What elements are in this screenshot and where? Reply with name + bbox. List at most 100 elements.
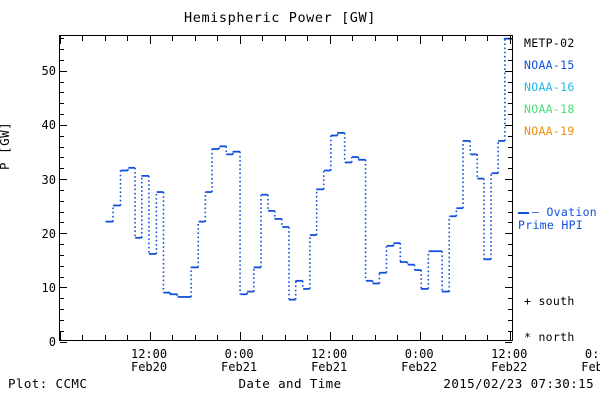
x-tick [59,332,61,340]
y-tick [60,168,64,170]
y-tick [508,200,512,202]
y-tick [60,287,67,289]
y-tick [60,189,64,191]
x-tick [59,36,61,44]
y-tick [60,200,64,202]
x-tick-label: 0:00 Feb22 [401,347,438,374]
y-tick [508,92,512,94]
x-tick-label: 0:00 Feb21 [221,347,258,374]
y-tick [60,135,64,137]
y-tick [508,59,512,61]
legend-item-noaa16: NOAA-16 [524,80,575,94]
dash-marker-icon [518,211,529,214]
x-tick [239,36,241,44]
y-tick [508,222,512,224]
x-tick [442,36,444,41]
legend-item-noaa18: NOAA-18 [524,102,575,116]
y-tick [60,254,64,256]
y-tick [60,319,64,321]
x-tick [464,335,466,340]
y-tick [60,92,64,94]
y-tick [508,114,512,116]
x-tick-label: 12:00 Feb22 [491,347,528,374]
y-tick [60,298,64,300]
y-tick-label: 30 [41,172,56,187]
y-tick [508,298,512,300]
y-tick [60,179,67,181]
y-tick [505,124,512,126]
y-tick [505,179,512,181]
plot-credit: Plot: CCMC [8,376,88,391]
x-tick [82,335,83,340]
x-tick [149,332,151,340]
y-tick [60,244,64,245]
y-tick [60,265,64,267]
y-tick [508,276,512,278]
legend-item-south: + south [524,294,575,308]
y-tick [60,233,67,235]
x-tick [419,332,421,340]
x-tick-label: 12:00 Feb21 [311,347,348,374]
x-tick [442,335,444,340]
y-tick [508,157,512,159]
x-tick [104,36,106,41]
y-tick [60,157,64,159]
y-tick [60,103,64,105]
y-tick [60,211,64,213]
x-tick [127,36,129,41]
y-tick [60,276,64,278]
ovation-legend-label1: — Ovation [532,205,598,219]
y-tick [508,309,512,310]
y-tick [60,81,64,83]
y-tick [60,330,64,332]
x-tick [509,36,511,44]
x-tick [509,332,511,340]
x-tick [374,36,376,41]
plot-area: 0 10 20 30 40 50 [42,35,513,348]
plot-timestamp: 2015/02/23 07:30:15 [443,376,594,391]
y-tick [508,81,512,83]
x-tick [329,36,331,44]
y-tick [60,124,67,126]
y-tick [505,287,512,289]
y-tick [60,341,67,343]
y-tick [508,135,512,137]
y-tick-label: 20 [41,226,56,241]
legend-item-noaa19: NOAA-19 [524,124,575,138]
x-tick [239,332,241,340]
x-tick [262,335,264,340]
x-tick-label: 12:00 Feb20 [130,347,168,374]
x-tick [127,335,129,340]
satellite-legend: METP-02 NOAA-15 NOAA-16 NOAA-18 NOAA-19 [524,36,600,148]
x-tick [104,335,106,340]
x-axis-title: Date and Time [238,376,342,391]
y-tick [505,70,512,72]
x-tick [217,36,219,41]
y-tick [505,233,512,235]
series-noaa-15-ovation-prime-hpi [105,37,512,301]
y-tick [508,146,512,148]
y-tick [60,70,67,72]
y-tick-label: 50 [41,64,56,79]
x-tick [487,335,489,340]
x-tick [217,335,219,340]
x-tick [397,335,399,340]
y-tick [508,49,512,51]
x-tick [487,36,489,41]
y-tick [60,59,64,61]
y-tick [508,244,512,245]
x-tick [352,36,354,41]
x-tick [397,36,399,41]
x-tick [194,36,196,41]
legend-item-north: * north [524,329,575,344]
x-tick-label: 0:00Feb23 [581,347,600,374]
x-tick [464,36,466,41]
x-tick [284,36,286,41]
data-series-svg [105,37,512,301]
y-tick [508,330,512,332]
legend-item-metop2: METP-02 [524,36,575,50]
x-tick [352,335,354,340]
y-axis-title: P [GW] [0,121,12,170]
y-tick-label: 0 [48,335,56,349]
